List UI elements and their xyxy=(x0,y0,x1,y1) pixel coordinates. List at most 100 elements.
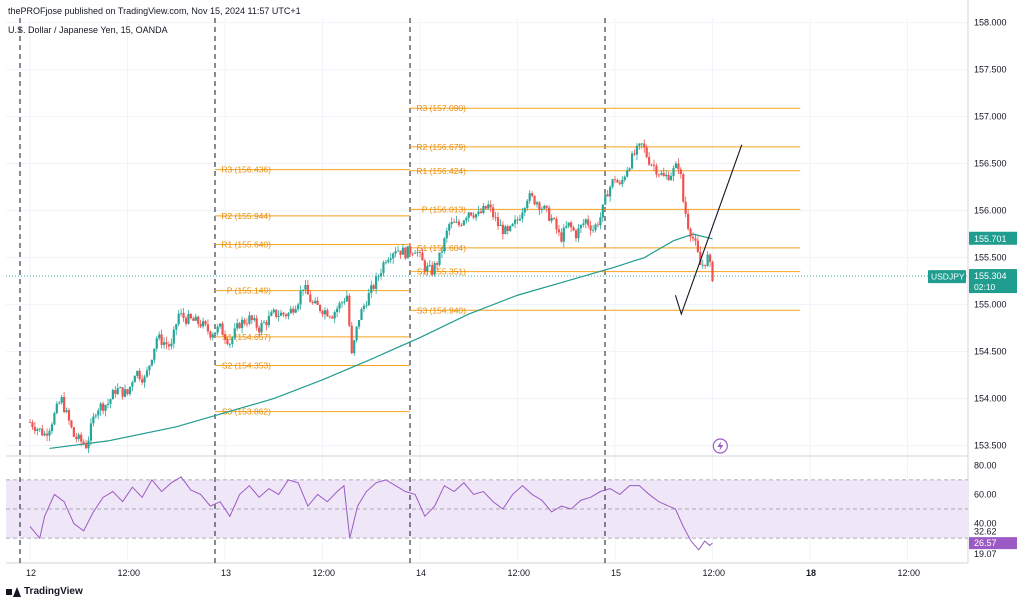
candle-body xyxy=(309,294,312,303)
candle-body xyxy=(192,318,195,321)
candle-body xyxy=(460,225,463,226)
pivot-level-label: R3 (156.436) xyxy=(221,165,271,175)
candle-body xyxy=(321,311,324,315)
candle-body xyxy=(626,170,629,177)
candle-body xyxy=(31,422,34,428)
brand-label: TradingView xyxy=(24,586,83,597)
candle-body xyxy=(509,225,512,231)
candle-body xyxy=(72,427,75,437)
candle-body xyxy=(677,163,680,170)
candle-body xyxy=(565,226,568,228)
candle-body xyxy=(236,323,239,329)
candle-body xyxy=(708,254,712,262)
candle-body xyxy=(180,312,183,314)
candle-body xyxy=(638,143,641,146)
candle-body xyxy=(555,218,558,230)
candle-body xyxy=(511,223,514,226)
candle-body xyxy=(145,370,149,377)
candle-body xyxy=(467,212,470,218)
candle-body xyxy=(41,428,44,436)
candle-body xyxy=(591,229,595,231)
candle-body xyxy=(60,396,63,403)
candle-body xyxy=(143,376,146,383)
candle-body xyxy=(292,308,295,313)
candle-body xyxy=(331,316,334,319)
rsi-badge-upper-text: 32.62 xyxy=(974,526,997,536)
candle-body xyxy=(375,276,378,289)
symbol-line: U.S. Dollar / Japanese Yen, 15, OANDA xyxy=(8,25,168,35)
candle-body xyxy=(535,202,539,205)
candle-body xyxy=(297,304,300,310)
candle-body xyxy=(545,205,548,208)
candle-body xyxy=(109,399,112,404)
pivot-level-label: S3 (154.940) xyxy=(417,305,466,315)
pivot-level-label: P (155.149) xyxy=(227,286,271,296)
candle-body xyxy=(233,328,236,338)
candle-body xyxy=(148,365,151,371)
pivot-level-label: S3 (153.862) xyxy=(222,407,271,417)
candle-body xyxy=(572,227,575,231)
candle-body xyxy=(238,323,241,329)
candle-body xyxy=(323,310,327,315)
candle-body xyxy=(523,208,526,213)
candle-body xyxy=(470,212,473,216)
candle-body xyxy=(355,326,358,341)
candle-body xyxy=(272,309,275,313)
candle-body xyxy=(301,289,305,291)
price-badge xyxy=(969,269,1017,294)
candle-body xyxy=(499,224,502,226)
candle-body xyxy=(245,323,249,325)
candle-body xyxy=(382,262,385,274)
candle-body xyxy=(123,389,127,397)
candle-body xyxy=(343,301,346,303)
candle-body xyxy=(206,324,210,332)
price-tick-label: 155.500 xyxy=(974,253,1007,263)
candle-body xyxy=(219,323,222,327)
candle-body xyxy=(187,313,190,324)
time-tick-label: 18 xyxy=(806,568,816,578)
candle-body xyxy=(177,313,180,325)
candle-body xyxy=(623,176,626,180)
price-tick-label: 153.500 xyxy=(974,441,1007,451)
candle-body xyxy=(357,319,361,327)
candle-body xyxy=(387,259,390,263)
candle-body xyxy=(165,342,168,345)
time-tick-label: 12:00 xyxy=(118,568,141,578)
candle-body xyxy=(501,224,504,235)
time-tick-label: 15 xyxy=(611,568,621,578)
candle-body xyxy=(562,227,565,242)
lightning-icon-glyph xyxy=(717,441,724,451)
price-tick-label: 157.000 xyxy=(974,112,1007,122)
candle-body xyxy=(228,343,231,345)
candle-body xyxy=(250,315,253,321)
candle-body xyxy=(484,206,487,209)
candle-body xyxy=(340,302,344,304)
candle-body xyxy=(665,174,668,177)
rsi-badge xyxy=(969,537,1017,550)
candle-body xyxy=(379,273,383,277)
candle-body xyxy=(311,302,314,304)
candle-body xyxy=(377,276,380,278)
candle-body xyxy=(650,164,653,166)
candle-body xyxy=(394,251,397,254)
candle-body xyxy=(304,284,307,290)
candle-body xyxy=(175,324,178,330)
candle-body xyxy=(691,236,695,239)
candle-body xyxy=(655,165,658,175)
time-tick-label: 14 xyxy=(416,568,426,578)
candle-body xyxy=(448,224,451,231)
candle-body xyxy=(253,318,256,321)
candle-body xyxy=(589,225,592,231)
candle-body xyxy=(221,323,224,335)
rsi-badge-lower-text: 19.07 xyxy=(974,549,997,559)
candle-body xyxy=(633,153,636,155)
pivot-level-label: S1 (154.657) xyxy=(222,332,271,342)
candle-body xyxy=(67,410,71,421)
candle-body xyxy=(126,389,129,394)
candle-body xyxy=(533,195,536,205)
candle-body xyxy=(128,386,132,394)
pivot-level-label: R1 (156.424) xyxy=(416,166,466,176)
candle-body xyxy=(431,265,434,275)
candle-body xyxy=(616,180,619,183)
